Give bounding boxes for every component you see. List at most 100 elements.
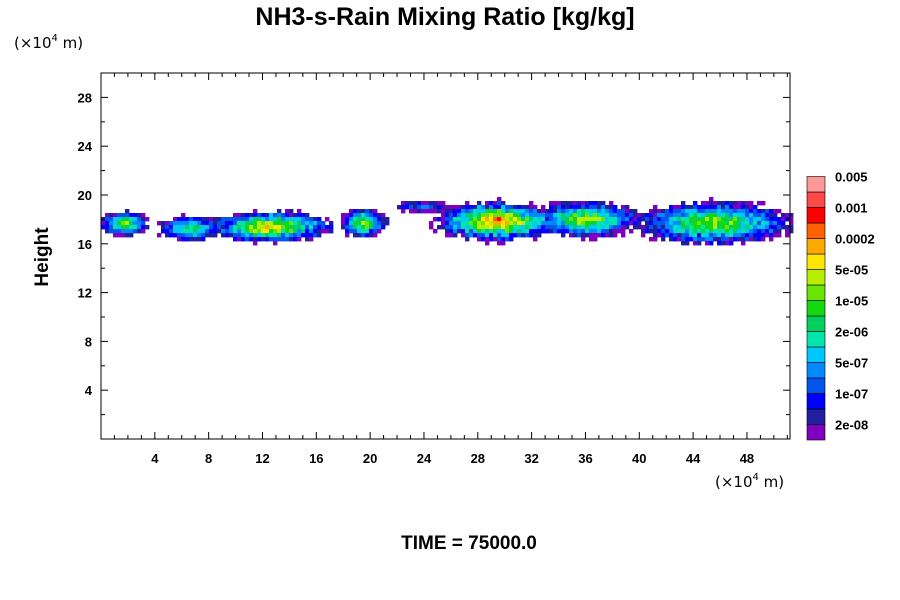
field-cell <box>657 229 662 234</box>
field-cell <box>377 229 382 234</box>
field-cell <box>533 221 538 226</box>
field-cell <box>769 237 774 242</box>
field-cell <box>117 225 122 230</box>
field-cell <box>281 229 286 234</box>
legend-swatch <box>806 346 826 363</box>
field-cell <box>441 221 446 226</box>
field-cell <box>141 217 146 222</box>
field-cell <box>609 205 614 210</box>
field-cell <box>441 205 446 210</box>
field-cell <box>221 221 226 226</box>
field-cell <box>129 221 134 226</box>
field-cell <box>669 205 674 210</box>
field-cell <box>565 209 570 214</box>
field-cell <box>705 233 710 238</box>
field-cell <box>453 229 458 234</box>
field-cell <box>509 233 514 238</box>
field-cell <box>717 217 722 222</box>
field-cell <box>561 201 566 206</box>
field-cell <box>525 233 530 238</box>
field-cell <box>641 233 646 238</box>
field-cell <box>205 221 210 226</box>
field-cell <box>281 225 286 230</box>
field-cell <box>517 209 522 214</box>
field-cell <box>121 213 126 218</box>
field-cell <box>657 209 662 214</box>
field-cell <box>761 221 766 226</box>
field-cell <box>741 201 746 206</box>
field-cell <box>477 209 482 214</box>
field-cell <box>265 221 270 226</box>
field-cell <box>753 209 758 214</box>
y-tick-label: 28 <box>78 90 92 105</box>
field-cell <box>221 229 226 234</box>
field-cell <box>533 209 538 214</box>
field-cell <box>245 229 250 234</box>
field-cell <box>773 213 778 218</box>
field-cell <box>273 241 278 246</box>
field-cell <box>669 213 674 218</box>
field-cell <box>129 217 134 222</box>
field-cell <box>497 197 502 202</box>
field-cell <box>237 217 242 222</box>
field-cell <box>293 221 298 226</box>
field-cell <box>361 233 366 238</box>
field-cell <box>581 221 586 226</box>
field-cell <box>213 221 218 226</box>
field-cell <box>593 229 598 234</box>
field-cell <box>437 205 442 210</box>
field-cell <box>521 229 526 234</box>
field-cell <box>513 233 518 238</box>
field-cell <box>689 205 694 210</box>
field-cell <box>437 201 442 206</box>
field-cell <box>289 237 294 242</box>
field-cell <box>421 205 426 210</box>
field-cell <box>565 213 570 218</box>
field-cell <box>749 225 754 230</box>
field-cell <box>581 225 586 230</box>
field-cell <box>697 225 702 230</box>
field-cell <box>713 209 718 214</box>
field-cell <box>689 225 694 230</box>
field-cell <box>273 229 278 234</box>
field-cell <box>733 221 738 226</box>
field-cell <box>501 201 506 206</box>
field-cell <box>285 233 290 238</box>
field-cell <box>517 205 522 210</box>
field-cell <box>105 229 110 234</box>
field-cell <box>277 221 282 226</box>
field-cell <box>529 233 534 238</box>
field-cell <box>133 225 138 230</box>
field-cell <box>313 221 318 226</box>
field-cell <box>497 217 502 222</box>
field-cell <box>697 205 702 210</box>
legend-swatch <box>806 315 826 332</box>
field-cell <box>693 241 698 246</box>
field-cell <box>281 213 286 218</box>
field-cell <box>497 205 502 210</box>
field-cell <box>661 237 666 242</box>
field-cell <box>617 229 622 234</box>
field-cell <box>717 209 722 214</box>
field-cell <box>713 201 718 206</box>
field-cell <box>401 205 406 210</box>
field-cell <box>189 217 194 222</box>
field-cell <box>537 221 542 226</box>
field-cell <box>293 217 298 222</box>
field-cell <box>373 221 378 226</box>
field-cell <box>789 221 794 226</box>
field-cell <box>493 205 498 210</box>
field-cell <box>197 217 202 222</box>
field-cell <box>357 217 362 222</box>
field-cell <box>573 229 578 234</box>
field-cell <box>729 229 734 234</box>
field-cell <box>505 229 510 234</box>
field-cell <box>621 205 626 210</box>
field-cell <box>289 221 294 226</box>
field-cell <box>489 237 494 242</box>
field-cell <box>193 221 198 226</box>
field-cell <box>241 221 246 226</box>
field-cell <box>241 233 246 238</box>
field-cell <box>213 217 218 222</box>
field-cell <box>313 225 318 230</box>
